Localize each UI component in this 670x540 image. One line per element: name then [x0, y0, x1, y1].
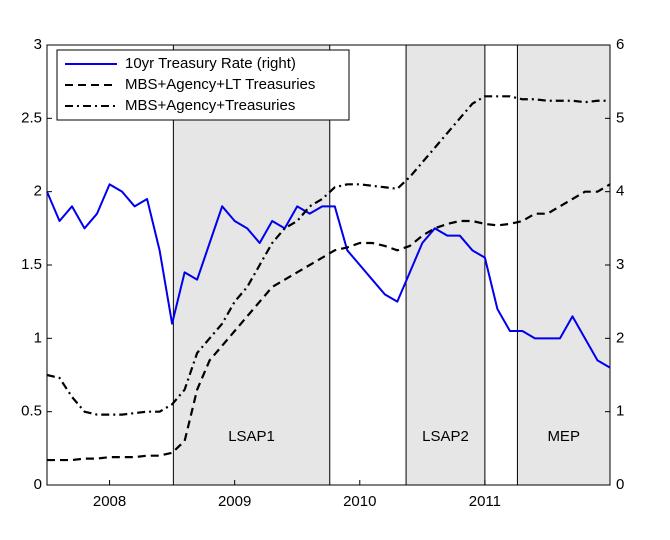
- legend-label: 10yr Treasury Rate (right): [125, 55, 296, 72]
- y-tick-label: 1.5: [21, 256, 42, 273]
- region-label: LSAP2: [422, 428, 469, 445]
- y2-tick-label: 2: [616, 329, 624, 346]
- x-tick-label: 2009: [218, 493, 251, 510]
- y2-tick-label: 1: [616, 403, 624, 420]
- y2-tick-label: 4: [616, 183, 624, 200]
- y2-tick-label: 0: [616, 476, 624, 493]
- y-tick-label: 1: [34, 329, 42, 346]
- x-tick-label: 2010: [343, 493, 376, 510]
- region-label: MEP: [547, 428, 580, 445]
- y2-tick-label: 6: [616, 36, 624, 53]
- x-tick-label: 2008: [93, 493, 126, 510]
- series-line: [46, 95, 610, 416]
- y-tick-label: 2: [34, 183, 42, 200]
- y-tick-label: 2.5: [21, 109, 42, 126]
- legend-label: MBS+Agency+LT Treasuries: [125, 76, 315, 93]
- shaded-region: [405, 44, 486, 486]
- y-tick-label: 0.5: [21, 403, 42, 420]
- shaded-region: [516, 44, 611, 486]
- y-tick-label: 3: [34, 36, 42, 53]
- y2-tick-label: 5: [616, 109, 624, 126]
- series-line: [47, 183, 611, 462]
- y2-tick-label: 3: [616, 256, 624, 273]
- x-tick-label: 2011: [469, 493, 501, 510]
- region-label: LSAP1: [228, 428, 275, 445]
- legend-label: MBS+Agency+Treasuries: [125, 97, 295, 114]
- y-tick-label: 0: [34, 476, 42, 493]
- series-line: [46, 183, 611, 369]
